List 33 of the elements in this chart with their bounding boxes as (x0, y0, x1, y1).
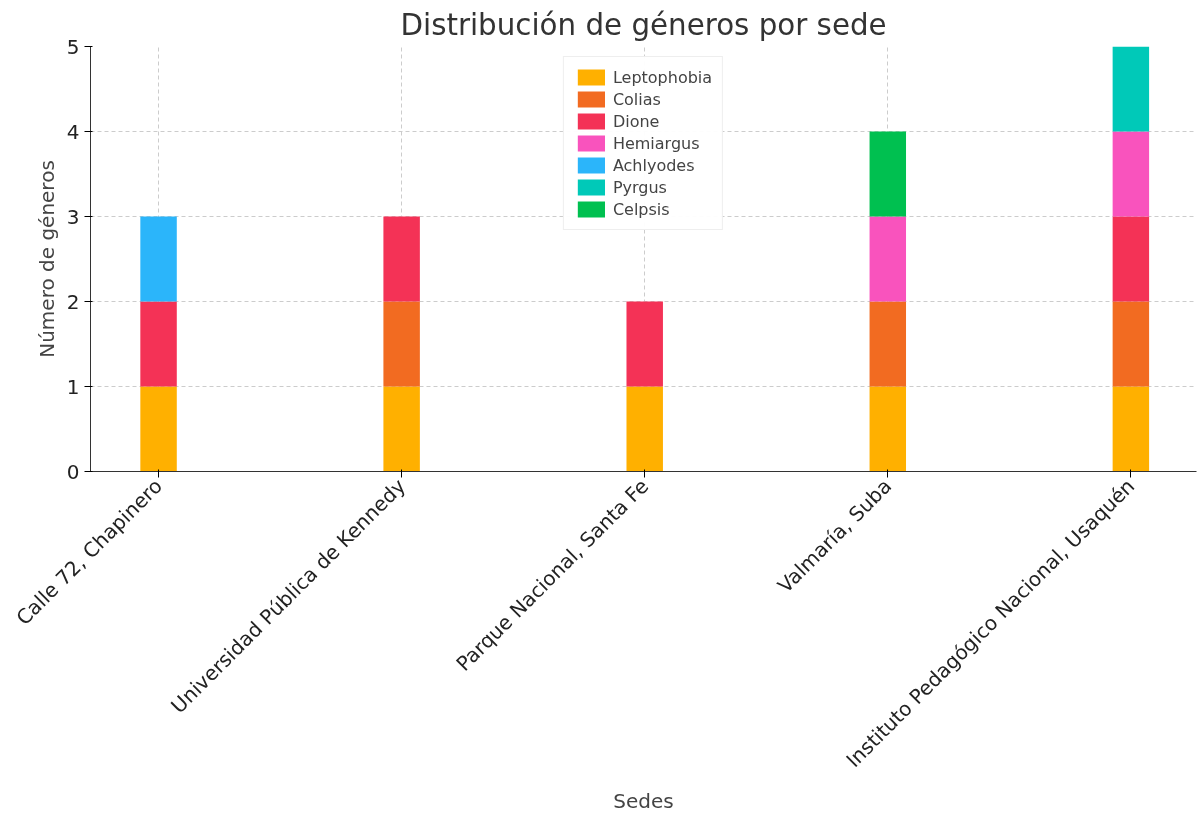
bar (1112, 301, 1150, 387)
bar (1112, 131, 1150, 217)
bar (383, 216, 420, 302)
bar (140, 386, 177, 472)
legend-label: Colias (612, 89, 661, 109)
bar (869, 216, 907, 302)
bar (1112, 216, 1150, 302)
y-tick-label: 4 (66, 119, 80, 144)
bar (869, 301, 907, 387)
bar (383, 386, 420, 472)
bar (626, 386, 663, 472)
y-tick-label: 3 (66, 204, 80, 229)
x-axis-title: Sedes (613, 788, 674, 813)
bar (1112, 386, 1150, 472)
y-tick-label: 5 (66, 34, 80, 59)
chart-title: Distribución de géneros por sede (400, 7, 887, 42)
legend-label: Dione (612, 111, 660, 131)
y-tick-label: 2 (66, 289, 80, 314)
y-tick-label: 0 (66, 459, 80, 484)
legend-label: Hemiargus (612, 133, 700, 153)
legend-label: Pyrgus (612, 177, 667, 197)
y-axis-title: Número de géneros (34, 160, 59, 358)
bar (140, 216, 177, 302)
legend-label: Achlyodes (612, 155, 695, 175)
legend-label: Celpsis (612, 199, 670, 219)
bar (626, 301, 663, 387)
legend-label: Leptophobia (612, 67, 713, 87)
bar (869, 131, 907, 217)
bar (140, 301, 177, 387)
bar (383, 301, 420, 387)
bar (1112, 46, 1150, 132)
bar (869, 386, 907, 472)
y-tick-label: 1 (66, 374, 80, 399)
